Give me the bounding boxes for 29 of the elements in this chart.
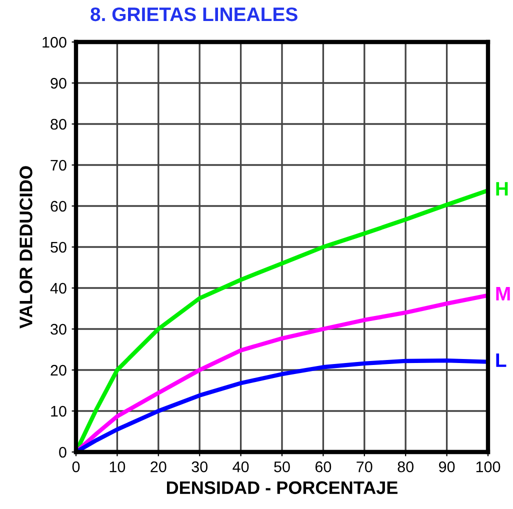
y-tick-label: 0 bbox=[59, 446, 66, 458]
y-tick-label: 40 bbox=[50, 282, 66, 294]
y-tick-label: 20 bbox=[50, 364, 66, 376]
x-tick-label: 60 bbox=[315, 461, 332, 472]
x-tick-label: 90 bbox=[439, 461, 455, 472]
x-tick-label: 40 bbox=[232, 461, 249, 472]
x-tick-label: 20 bbox=[150, 461, 166, 472]
x-axis-title: DENSIDAD - PORCENTAJE bbox=[167, 481, 398, 494]
x-tick-label: 0 bbox=[72, 461, 80, 472]
y-tick-label: 60 bbox=[50, 200, 66, 212]
chart-title: 8. GRIETAS LINEALES bbox=[90, 7, 298, 22]
x-tick-label: 10 bbox=[110, 461, 126, 472]
y-tick-label: 50 bbox=[50, 242, 66, 253]
y-tick-label: 90 bbox=[50, 78, 66, 89]
y-axis-title: VALOR DEDUCIDO bbox=[20, 166, 32, 328]
series-label: H bbox=[496, 182, 508, 196]
x-tick-label: 100 bbox=[476, 461, 500, 472]
y-tick-label: 80 bbox=[50, 118, 66, 130]
y-tick-label: 10 bbox=[51, 406, 66, 417]
x-tick-label: 70 bbox=[356, 461, 372, 472]
y-tick-label: 30 bbox=[50, 324, 66, 335]
y-tick-label: 70 bbox=[50, 160, 66, 171]
series-label: L bbox=[496, 353, 506, 367]
y-tick-label: 100 bbox=[42, 36, 66, 48]
series-label: M bbox=[496, 287, 510, 300]
x-tick-label: 50 bbox=[274, 461, 290, 472]
line-series bbox=[76, 358, 488, 452]
x-tick-label: 80 bbox=[398, 461, 414, 472]
x-tick-label: 30 bbox=[192, 461, 208, 472]
